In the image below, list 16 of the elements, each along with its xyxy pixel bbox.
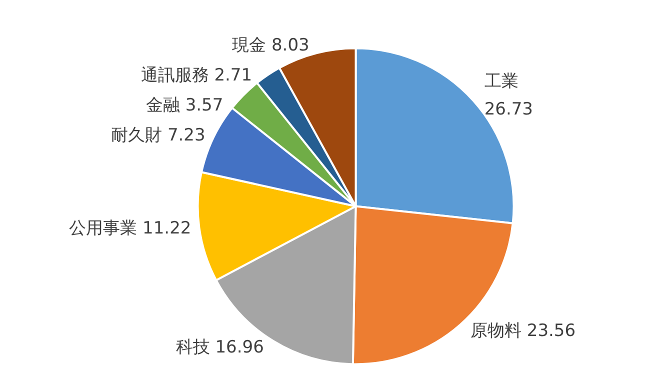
slice-label: 公用事業 bbox=[69, 218, 138, 239]
slice-label: 工業 bbox=[484, 71, 518, 92]
slice-label: 金融 bbox=[146, 95, 180, 116]
slice-label: 耐久財 bbox=[111, 125, 162, 146]
data-label: 11.22 bbox=[142, 218, 192, 239]
slice-label: 原物料 bbox=[470, 320, 522, 341]
slice-label: 現金 bbox=[232, 35, 266, 56]
data-label: 16.96 bbox=[215, 338, 264, 358]
data-label: 26.73 bbox=[484, 99, 534, 120]
data-label: 8.03 bbox=[271, 35, 310, 56]
data-label: 2.71 bbox=[214, 65, 252, 86]
data-label: 23.56 bbox=[526, 320, 576, 341]
slice-label: 通訊服務 bbox=[140, 65, 209, 86]
slice-label: 科技 bbox=[176, 338, 210, 358]
data-label: 7.23 bbox=[167, 125, 206, 146]
data-label: 3.57 bbox=[185, 95, 224, 116]
